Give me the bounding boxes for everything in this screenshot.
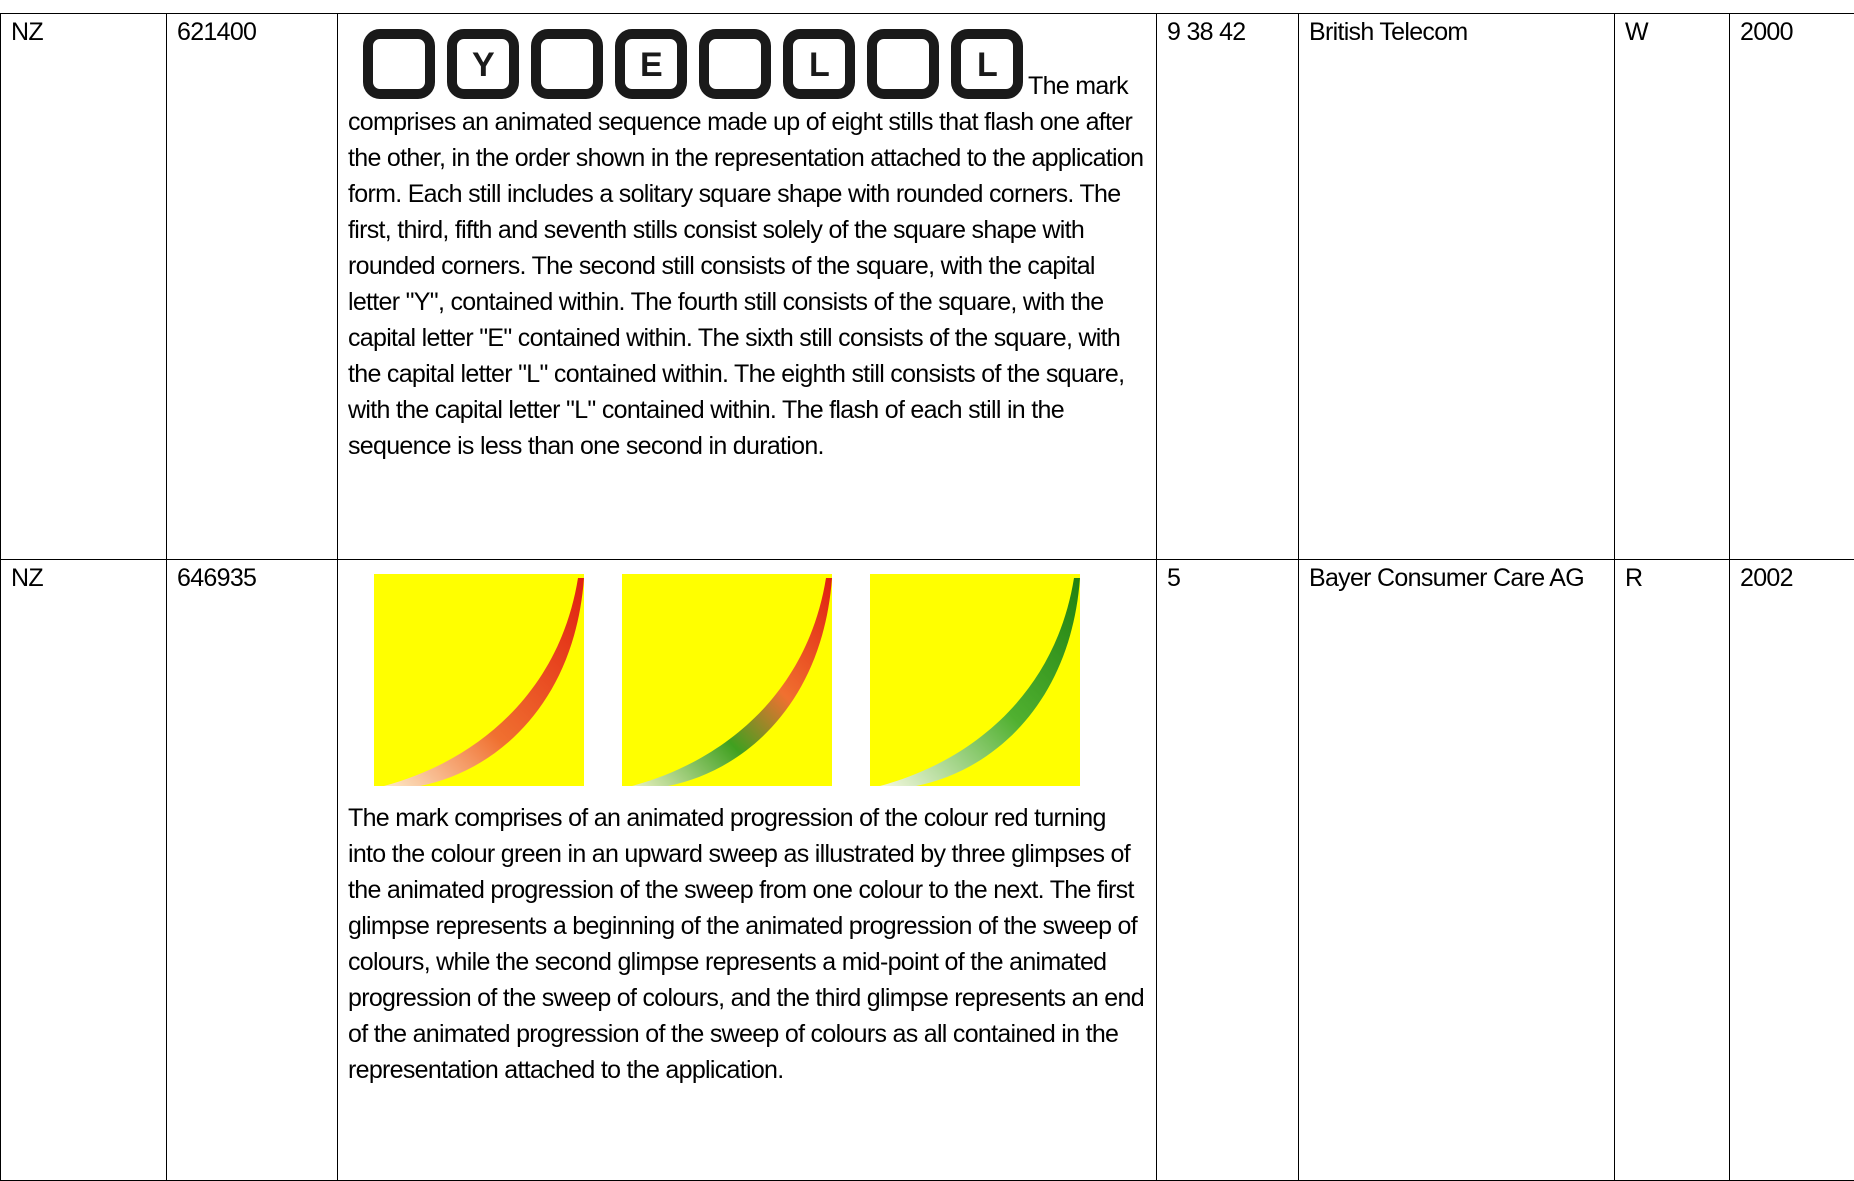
number: 621400 <box>167 14 338 560</box>
description: The mark comprises an animated sequence … <box>348 72 1143 460</box>
number: 646935 <box>167 560 338 1181</box>
country: NZ <box>1 14 167 560</box>
logo-letter: Y <box>472 46 495 84</box>
glimpses <box>360 570 1080 790</box>
classes: 5 <box>1157 560 1299 1181</box>
owner: British Telecom <box>1299 14 1615 560</box>
row: NZ 646935 The mark comprises of an anima… <box>1 560 1854 1181</box>
classes: 9 38 42 <box>1157 14 1299 560</box>
year: 2000 <box>1730 14 1854 560</box>
description-cell: The mark comprises of an animated progre… <box>338 560 1157 1181</box>
row: NZ 621400 Y E L L The mark comprises an … <box>1 14 1854 560</box>
logo-letter: L <box>977 46 997 84</box>
logo-letter: E <box>640 46 662 84</box>
description: The mark comprises of an animated progre… <box>348 800 1146 1088</box>
logo-letter: L <box>809 46 829 84</box>
trademark-table: NZ 621400 Y E L L The mark comprises an … <box>0 13 1854 1181</box>
year: 2002 <box>1730 560 1854 1181</box>
country: NZ <box>1 560 167 1181</box>
status: W <box>1615 14 1730 560</box>
page: NZ 621400 Y E L L The mark comprises an … <box>0 0 1854 1122</box>
animated-logo: Y E L L <box>348 14 1028 104</box>
owner: Bayer Consumer Care AG <box>1299 560 1615 1181</box>
status: R <box>1615 560 1730 1181</box>
description-cell: Y E L L The mark comprises an animated s… <box>338 14 1157 560</box>
